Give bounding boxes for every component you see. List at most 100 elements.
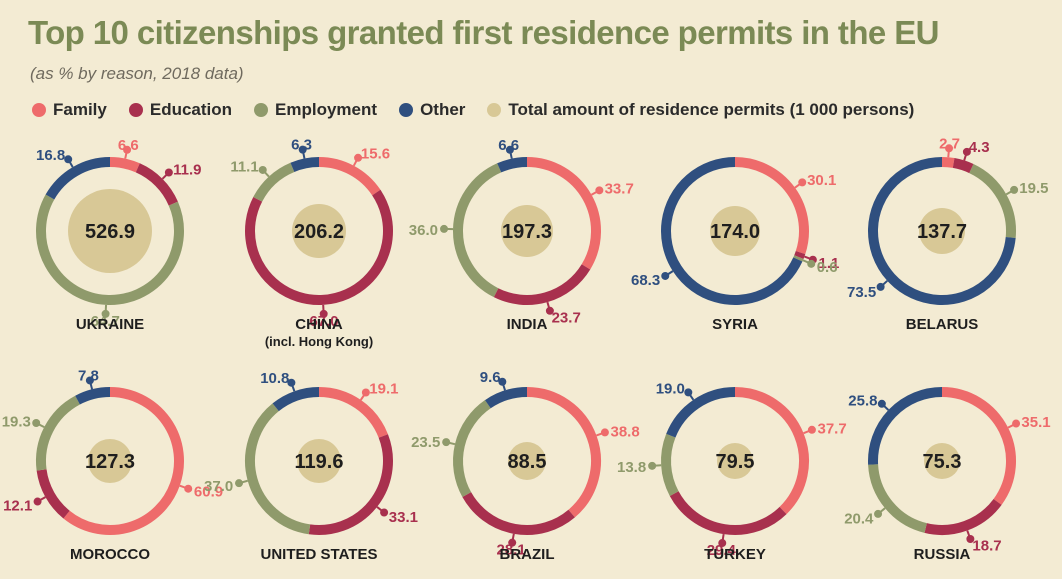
value-label-other: 10.8: [260, 370, 289, 387]
value-label-other: 6.3: [291, 137, 312, 154]
donut-united-states: 119.6 19.1 33.1 37.0 10.8 UNITED STATES: [204, 370, 418, 563]
legend-label-total: Total amount of residence permits (1 000…: [508, 100, 915, 119]
chart-subtitle: (as % by reason, 2018 data): [30, 64, 244, 83]
value-label-employment: 20.4: [844, 511, 874, 528]
value-label-other: 16.8: [36, 147, 65, 164]
leader-dot-other: [498, 377, 507, 386]
country-name: CHINA: [295, 316, 343, 333]
value-label-family: 33.7: [605, 180, 634, 197]
total-bubble: [68, 189, 152, 273]
leader-dot-family: [123, 145, 132, 154]
leader-dot-employment: [874, 509, 883, 518]
segment-employment: [969, 164, 1016, 238]
segment-family: [63, 387, 184, 535]
segment-employment: [36, 194, 184, 305]
segment-other: [272, 387, 320, 412]
total-bubble: [292, 204, 346, 258]
leader-dot-other: [876, 282, 885, 291]
total-value: 174.0: [710, 221, 760, 243]
value-label-other: 19.0: [656, 380, 685, 397]
country-name: MOROCCO: [70, 546, 150, 563]
segment-employment: [453, 400, 491, 498]
leader-dot-employment: [807, 259, 816, 268]
country-name: UNITED STATES: [261, 546, 378, 563]
country-name: RUSSIA: [914, 546, 971, 563]
segment-family: [526, 387, 601, 518]
total-bubble: [919, 208, 965, 254]
segment-other: [497, 157, 528, 173]
value-label-other: 9.6: [480, 369, 501, 386]
segment-education: [493, 264, 591, 305]
total-value: 88.5: [508, 451, 547, 473]
total-value: 197.3: [502, 221, 552, 243]
country-name: BELARUS: [906, 316, 979, 333]
legend-item-education: Education: [128, 100, 232, 120]
value-label-education: 11.9: [173, 161, 201, 178]
donut-brazil: 88.5 38.8 28.1 23.5 9.6 BRAZIL: [411, 369, 640, 563]
segment-education: [135, 163, 178, 206]
segment-employment: [36, 395, 81, 471]
total-value: 127.3: [85, 451, 135, 473]
value-label-education: 33.1: [389, 509, 418, 526]
segment-other: [868, 387, 943, 465]
leader-dot-employment: [235, 479, 244, 488]
legend-item-other: Other: [399, 100, 465, 120]
total-bubble: [924, 443, 960, 479]
segment-education: [308, 434, 393, 535]
leader-dot-employment: [1010, 185, 1019, 194]
value-label-family: 15.6: [361, 146, 390, 163]
total-bubble: [88, 439, 132, 483]
total-value: 119.6: [295, 451, 344, 473]
total-value: 79.5: [716, 451, 755, 473]
legend-swatch-education: [128, 103, 143, 117]
segment-other: [75, 387, 111, 405]
segment-other: [290, 157, 320, 173]
segment-education: [794, 251, 806, 259]
value-label-family: 19.1: [369, 381, 398, 398]
segment-family: [734, 387, 809, 515]
leader-dot-family: [595, 186, 604, 195]
segment-family: [941, 387, 1016, 505]
total-bubble: [710, 206, 760, 256]
segment-family: [109, 157, 140, 173]
donut-turkey: 79.5 37.7 29.4 13.8 19.0 TURKEY: [617, 380, 847, 563]
value-label-employment: 23.5: [411, 434, 440, 451]
segment-other: [868, 157, 1016, 305]
leader-dot-employment: [258, 165, 267, 174]
value-label-family: 2.7: [939, 135, 960, 152]
value-label-education: 18.7: [972, 538, 1001, 555]
leader-dot-other: [287, 378, 296, 387]
segment-other: [45, 157, 111, 200]
leader-dot-family: [184, 484, 193, 493]
value-label-employment: 11.1: [230, 159, 258, 176]
total-value: 75.3: [923, 451, 962, 473]
leader-dot-family: [1012, 419, 1021, 428]
segment-education: [462, 492, 575, 535]
leader-dot-employment: [648, 461, 657, 470]
value-label-employment: 19.5: [1019, 180, 1048, 197]
donut-belarus: 137.7 2.7 4.3 19.5 73.5 BELARUS: [847, 135, 1049, 333]
legend-swatch-family: [32, 103, 46, 117]
total-bubble: [508, 442, 546, 480]
leader-dot-other: [298, 145, 307, 154]
value-label-education: 29.4: [707, 542, 737, 559]
total-bubble: [717, 443, 753, 479]
segment-other: [666, 387, 736, 438]
value-label-other: 6.6: [498, 137, 519, 154]
segment-other: [485, 387, 528, 409]
chart-title: Top 10 citizenships granted first reside…: [28, 14, 939, 51]
value-label-education: 67.0: [309, 313, 338, 330]
value-label-other: 68.3: [631, 272, 660, 289]
donut-syria: 174.0 30.1 1.10.6 68.3 SYRIA: [631, 157, 839, 333]
value-label-education: 28.1: [496, 542, 525, 559]
value-label-other: 73.5: [847, 284, 876, 301]
legend-item-total: Total amount of residence permits (1 000…: [487, 100, 914, 120]
segment-family: [526, 157, 601, 270]
segment-employment: [245, 403, 311, 535]
value-label-employment: 36.0: [409, 222, 438, 239]
segment-education: [952, 158, 974, 174]
segment-employment: [793, 255, 804, 262]
value-label-family: 30.1: [807, 172, 836, 189]
value-label-education: 12.1: [3, 497, 32, 514]
